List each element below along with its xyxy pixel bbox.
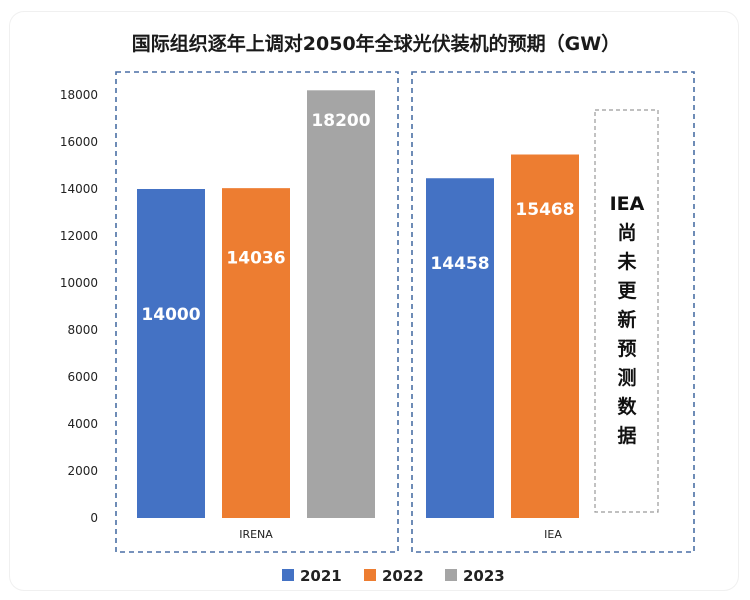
group-frames [115,71,695,553]
legend-swatch-2022 [364,569,376,581]
legend-swatch-2023 [445,569,457,581]
y-tick-label: 6000 [67,370,98,384]
note-box [594,109,659,513]
y-tick-label: 2000 [67,464,98,478]
legend: 2021 2022 2023 [282,567,505,585]
category-labels: IRENA IEA [239,528,562,541]
group-frame-iea [411,71,695,553]
y-tick-label: 0 [90,511,98,525]
legend-label-2023: 2023 [463,567,505,585]
note-char: 据 [617,424,636,447]
y-tick-label: 4000 [67,417,98,431]
legend-label-2021: 2021 [300,567,342,585]
note-char: 尚 [617,221,636,244]
note-char: 更 [617,280,637,302]
legend-label-2022: 2022 [382,567,424,585]
y-tick-label: 18000 [60,88,98,102]
y-axis: 0 2000 4000 6000 8000 10000 12000 14000 16000 180… [60,88,98,525]
data-label-iea-2021: 14458 [430,254,489,274]
y-tick-label: 12000 [60,229,98,243]
note-char: IEA [610,193,645,215]
category-label-iea: IEA [544,528,562,541]
bar-iea-2022 [511,154,579,518]
note-char: 新 [617,308,636,331]
bar-irena-2023 [307,90,375,519]
y-tick-label: 8000 [67,323,98,337]
y-tick-label: 16000 [60,135,98,149]
bar-irena-2021 [137,189,205,518]
y-tick-label: 14000 [60,182,98,196]
category-label-irena: IRENA [239,528,273,541]
group-frame-irena [115,71,399,553]
data-label-irena-2023: 18200 [311,111,370,131]
legend-swatch-2021 [282,569,294,581]
bar-iea-2021 [426,178,494,518]
note-char: 预 [617,338,636,360]
note-char: 数 [617,395,637,418]
note-char: 未 [616,250,636,273]
chart-card: 国际组织逐年上调对2050年全球光伏装机的预期（GW） 0 2000 4000 600… [10,12,738,590]
bar-irena-2022 [222,188,290,519]
y-tick-label: 10000 [60,276,98,290]
data-label-irena-2021: 14000 [141,305,200,325]
data-label-irena-2022: 14036 [226,248,285,268]
bars [137,90,579,519]
data-label-iea-2022: 15468 [515,200,574,220]
chart-title: 国际组织逐年上调对2050年全球光伏装机的预期（GW） [132,32,620,55]
chart: 国际组织逐年上调对2050年全球光伏装机的预期（GW） 0 2000 4000 600… [60,32,695,585]
note-char: 测 [617,367,636,389]
data-labels: 14000 14036 18200 14458 15468 [141,111,574,325]
